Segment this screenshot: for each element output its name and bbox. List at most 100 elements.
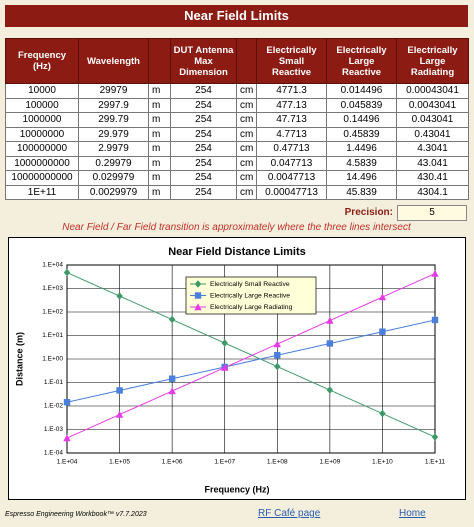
table-cell: 430.41 — [396, 170, 469, 186]
marker — [168, 375, 176, 382]
table-cell: 10000000 — [5, 126, 79, 142]
table-cell: 0.00043041 — [396, 83, 469, 99]
table-cell: 2997.9 — [78, 97, 149, 113]
table-cell: 45.839 — [326, 184, 397, 200]
unit-cell: m — [148, 83, 171, 99]
header-row: Frequency (Hz) Wavelength DUT Antenna Max … — [5, 38, 469, 84]
marker — [194, 303, 202, 311]
table-cell: 477.13 — [256, 97, 327, 113]
table-row: 100000 2997.9 m 254 cm 477.13 0.045839 0.004304… — [5, 97, 469, 113]
table-row: 1000000 299.79 m 254 cm 47.713 0.14496 0.043041 — [5, 112, 469, 128]
marker — [431, 316, 439, 324]
marker — [431, 269, 439, 277]
table-cell: 0.29979 — [78, 155, 149, 171]
table-cell: 1000000000 — [5, 155, 79, 171]
results-table: Frequency (Hz) Wavelength DUT Antenna Max … — [5, 38, 469, 200]
y-tick-label: 1.E+04 — [42, 262, 63, 269]
unit-cell: cm — [236, 112, 257, 128]
marker — [168, 315, 176, 324]
table-cell: 0.043041 — [396, 112, 469, 128]
credit: Espresso Engineering Workbook™ v7.7.2023 — [5, 511, 147, 518]
marker — [379, 409, 386, 418]
marker — [273, 340, 281, 348]
table-row: 1E+11 0.0029979 m 254 cm 0.00047713 45.839 4304… — [5, 184, 469, 200]
y-tick-label: 1.E+01 — [42, 332, 63, 339]
y-tick-label: 1.E+02 — [42, 309, 63, 316]
table-cell: 1000000 — [5, 112, 79, 128]
unit-cell: cm — [236, 155, 257, 171]
table-cell: 14.496 — [326, 170, 397, 186]
marker — [116, 387, 123, 394]
unit-cell: cm — [236, 184, 257, 200]
table-cell: 29.979 — [78, 126, 149, 142]
series-line — [66, 319, 436, 403]
table-cell: 29979 — [78, 83, 149, 99]
column-header: DUT Antenna Max Dimension — [170, 38, 237, 84]
table-cell: 2.9979 — [78, 141, 149, 157]
note: Near Field / Far Field transition is app… — [62, 222, 411, 233]
table-cell: 1.4496 — [326, 141, 397, 157]
table-cell: 254 — [170, 126, 237, 142]
unit-cell: cm — [236, 126, 257, 142]
column-header: Frequency (Hz) — [5, 38, 79, 84]
unit-cell: m — [148, 184, 171, 200]
unit-cell: m — [148, 112, 171, 128]
column-header: Electrically Large Reactive — [326, 38, 397, 84]
unit-cell: cm — [236, 97, 257, 113]
column-header — [236, 38, 257, 84]
table-cell: 4771.3 — [256, 83, 327, 99]
table-cell: 254 — [170, 83, 237, 99]
precision-input[interactable]: 5 — [397, 205, 467, 221]
x-tick-label: 1.E+11 — [425, 459, 446, 466]
marker — [63, 434, 71, 442]
x-tick-label: 1.E+07 — [214, 459, 235, 466]
marker — [221, 339, 228, 347]
unit-cell: m — [148, 126, 171, 142]
table-cell: 4.3041 — [396, 141, 469, 157]
link[interactable]: Home — [399, 508, 426, 519]
column-header: Electrically Small Reactive — [256, 38, 327, 84]
table-cell: 0.00047713 — [256, 184, 327, 200]
legend-label: Electrically Large Radiating — [210, 304, 293, 311]
marker — [115, 410, 124, 418]
x-tick-label: 1.E+09 — [319, 459, 340, 466]
y-tick-label: 1.E-01 — [44, 379, 64, 386]
table-cell: 0.047713 — [256, 155, 327, 171]
link[interactable]: RF Café page — [258, 508, 321, 519]
table-cell: 254 — [170, 170, 237, 186]
marker — [63, 399, 71, 406]
marker — [274, 362, 281, 371]
table-row: 100000000 2.9979 m 254 cm 0.47713 1.4496 4.3041 — [5, 141, 469, 157]
marker — [274, 352, 281, 359]
table-cell: 0.0029979 — [78, 184, 149, 200]
x-tick-label: 1.E+06 — [162, 459, 183, 466]
y-tick-label: 1.E-04 — [44, 450, 64, 457]
marker — [194, 292, 202, 299]
marker — [194, 280, 202, 288]
unit-cell: m — [148, 170, 171, 186]
y-tick-label: 1.E+03 — [42, 285, 63, 292]
y-axis-label: Distance (m) — [14, 332, 24, 386]
table-cell: 0.045839 — [326, 97, 397, 113]
table-cell: 299.79 — [78, 112, 149, 128]
chart: Near Field Distance Limits Frequency (Hz… — [8, 237, 466, 500]
table-cell: 4.7713 — [256, 126, 327, 142]
precision-label: Precision: — [344, 207, 393, 218]
unit-cell: cm — [236, 141, 257, 157]
table-cell: 0.029979 — [78, 170, 149, 186]
table-cell: 0.45839 — [326, 126, 397, 142]
unit-cell: cm — [236, 170, 257, 186]
table-row: 1000000000 0.29979 m 254 cm 0.047713 4.5839 43.… — [5, 155, 469, 171]
legend-label: Electrically Large Reactive — [210, 292, 290, 299]
x-tick-label: 1.E+04 — [57, 459, 78, 466]
table-row: 10000000000 0.029979 m 254 cm 0.0047713 14.496… — [5, 170, 469, 186]
x-tick-label: 1.E+08 — [267, 459, 288, 466]
table-cell: 0.14496 — [326, 112, 397, 128]
table-cell: 254 — [170, 141, 237, 157]
unit-cell: m — [148, 141, 171, 157]
table-cell: 0.47713 — [256, 141, 327, 157]
y-tick-label: 1.E+00 — [42, 356, 63, 363]
table-cell: 0.0047713 — [256, 170, 327, 186]
x-axis-label: Frequency (Hz) — [204, 484, 269, 494]
